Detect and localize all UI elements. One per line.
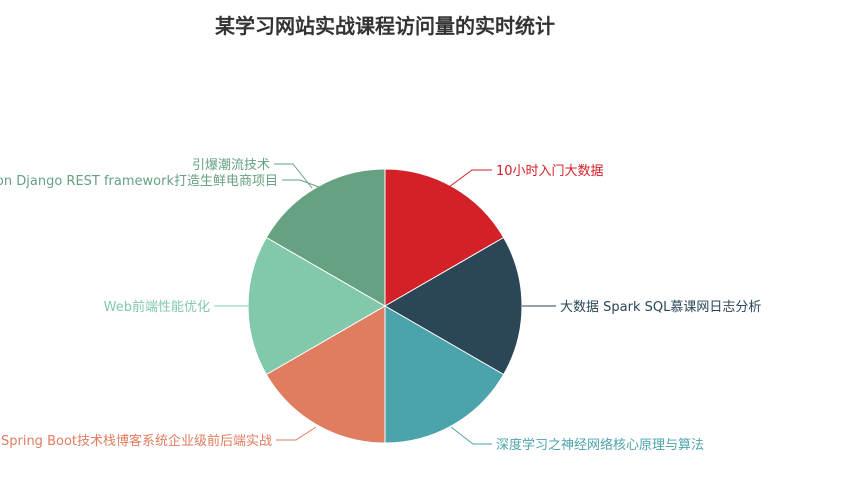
slice-3[interactable] [384, 305, 505, 444]
slice-7-label: 引爆潮流技术 [192, 158, 270, 173]
slice-2[interactable] [384, 236, 523, 376]
slice-7-leader-line [274, 163, 313, 189]
slice-1[interactable] [384, 168, 505, 307]
slice-5-label: Web前端性能优化 [104, 299, 210, 315]
slice-6[interactable] [265, 168, 386, 307]
slice-6-leader-line [282, 179, 320, 188]
slice-5[interactable] [247, 236, 386, 376]
slice-2-label: 大数据 Spark SQL慕课网日志分析 [560, 300, 761, 315]
slice-6-label: Python Django REST framework打造生鲜电商项目 [0, 174, 278, 189]
pie-leader-lines [214, 163, 556, 445]
slice-4-leader-line [276, 426, 317, 441]
pie-slices [247, 168, 523, 444]
chart-title: 某学习网站实战课程访问量的实时统计 [215, 14, 555, 38]
slice-3-label: 深度学习之神经网络核心原理与算法 [496, 437, 704, 453]
slice-4[interactable] [265, 305, 386, 444]
slice-1-leader-line [448, 169, 492, 188]
slice-1-label: 10小时入门大数据 [496, 164, 604, 179]
slice-3-leader-line [450, 426, 492, 445]
slice-4-label: Spring Boot技术栈博客系统企业级前后端实战 [1, 433, 272, 449]
